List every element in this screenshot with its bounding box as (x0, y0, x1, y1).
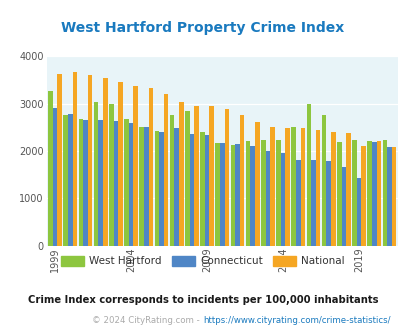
Bar (245, 142, 250, 246)
Bar (148, 88, 153, 246)
Bar (356, 179, 360, 246)
Bar (113, 121, 118, 246)
Text: https://www.cityrating.com/crime-statistics/: https://www.cityrating.com/crime-statist… (202, 316, 390, 325)
Bar (311, 160, 315, 246)
Bar (376, 141, 380, 246)
Legend: West Hartford, Connecticut, National: West Hartford, Connecticut, National (57, 251, 348, 270)
Bar (83, 120, 87, 246)
Bar (382, 140, 386, 246)
Bar (300, 128, 305, 246)
Bar (103, 79, 107, 246)
Text: West Hartford Property Crime Index: West Hartford Property Crime Index (61, 21, 344, 35)
Bar (352, 140, 356, 246)
Bar (154, 131, 159, 246)
Bar (57, 74, 62, 246)
Bar (204, 135, 209, 246)
Bar (63, 115, 68, 246)
Bar (194, 106, 198, 246)
Bar (185, 111, 189, 246)
Bar (118, 82, 122, 246)
Bar (280, 153, 285, 246)
Bar (48, 91, 53, 246)
Bar (391, 147, 395, 246)
Bar (326, 161, 330, 246)
Bar (200, 132, 204, 246)
Bar (269, 127, 274, 246)
Bar (98, 120, 103, 246)
Bar (68, 115, 72, 246)
Text: © 2024 CityRating.com -: © 2024 CityRating.com - (92, 316, 202, 325)
Bar (345, 133, 350, 246)
Bar (330, 132, 335, 246)
Bar (133, 85, 138, 246)
Bar (360, 146, 365, 246)
Bar (250, 146, 254, 246)
Bar (72, 72, 77, 246)
Text: © 2024 CityRating.com - https://www.cityrating.com/crime-statistics/: © 2024 CityRating.com - https://www.city… (0, 329, 1, 330)
Bar (315, 130, 320, 246)
Bar (230, 145, 234, 246)
Bar (159, 132, 163, 246)
Bar (215, 143, 220, 246)
Bar (163, 94, 168, 246)
Bar (79, 119, 83, 246)
Bar (239, 115, 244, 246)
Bar (87, 75, 92, 246)
Bar (124, 119, 128, 246)
Text: Crime Index corresponds to incidents per 100,000 inhabitants: Crime Index corresponds to incidents per… (28, 295, 377, 305)
Bar (306, 104, 311, 246)
Bar (254, 121, 259, 246)
Bar (341, 167, 345, 246)
Bar (94, 102, 98, 246)
Bar (234, 144, 239, 246)
Bar (169, 115, 174, 246)
Bar (109, 104, 113, 246)
Bar (53, 108, 57, 246)
Bar (371, 142, 376, 246)
Bar (209, 106, 213, 246)
Bar (265, 151, 269, 246)
Bar (128, 123, 133, 246)
Bar (367, 141, 371, 246)
Bar (260, 140, 265, 246)
Bar (291, 127, 295, 246)
Bar (189, 134, 194, 246)
Bar (224, 109, 228, 246)
Bar (285, 128, 289, 246)
Bar (275, 140, 280, 246)
Bar (179, 102, 183, 246)
Bar (220, 143, 224, 246)
Bar (144, 127, 148, 246)
Bar (139, 127, 144, 246)
Bar (295, 160, 300, 246)
Bar (174, 128, 179, 246)
Bar (386, 147, 391, 246)
Bar (336, 143, 341, 246)
Bar (321, 115, 326, 246)
